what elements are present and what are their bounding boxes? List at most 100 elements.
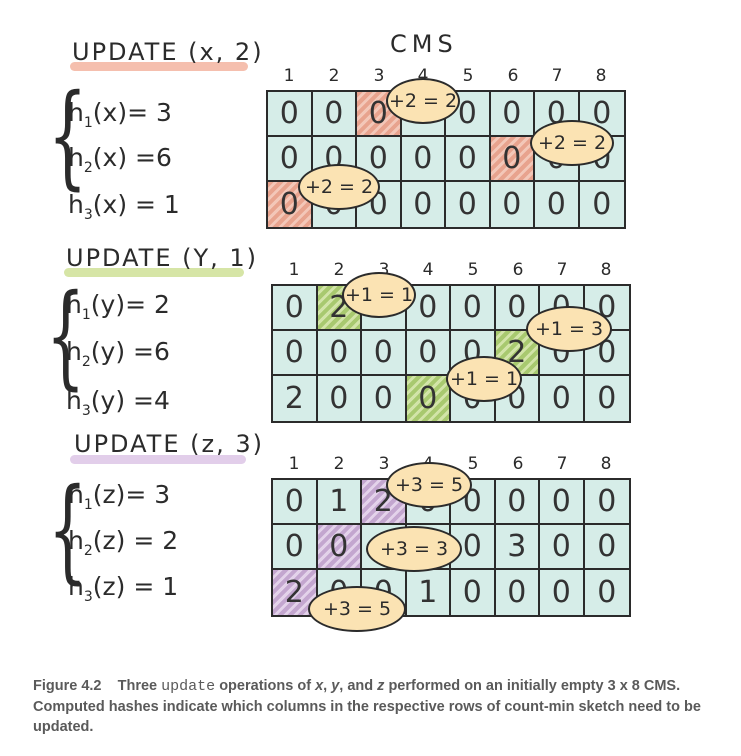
- grid-cell: 0: [597, 575, 617, 610]
- grid-cell: 0: [318, 376, 362, 421]
- grid-cell: 0: [535, 182, 580, 227]
- column-number: 6: [512, 260, 524, 280]
- grid-cell: 0: [584, 480, 629, 525]
- hash-line: h1(z)= 3: [68, 480, 171, 513]
- grid-cell: 0: [451, 525, 496, 570]
- grid-cell: 0: [273, 286, 318, 331]
- update-y-title: UPDATE (Y, 1): [66, 244, 259, 272]
- caption-text: , and: [339, 678, 374, 694]
- grid-cell: 0: [362, 331, 407, 376]
- grid-cell: 0: [312, 92, 357, 137]
- grid-cell: 0: [268, 137, 313, 182]
- caption-variable: x: [315, 678, 324, 694]
- column-number: 3: [378, 260, 390, 280]
- column-number: 2: [333, 454, 345, 474]
- hash-line: h1(x)= 3: [68, 98, 172, 131]
- caption-text: operations of: [219, 678, 312, 694]
- update-x-title: UPDATE (x, 2): [72, 38, 264, 66]
- hash-line: h3(y) =4: [66, 386, 170, 419]
- figure-caption: Figure 4.2 Three update operations of x,…: [33, 676, 713, 737]
- hash-brace: {: [48, 465, 88, 595]
- column-number: 3: [373, 66, 385, 86]
- grid-cell: 0: [401, 137, 446, 182]
- column-number: 1: [288, 260, 300, 280]
- column-number: 7: [551, 66, 563, 86]
- update-x-highlight: [70, 62, 248, 71]
- update-z-title: UPDATE (z, 3): [74, 430, 264, 458]
- column-number: 2: [328, 66, 340, 86]
- increment-bubble: +3 = 3: [366, 526, 462, 572]
- caption-text: ,: [323, 678, 328, 694]
- hash-line: h2(x) =6: [68, 143, 172, 176]
- increment-bubble: +2 = 2: [386, 78, 460, 124]
- grid-cell: 1: [317, 480, 362, 525]
- caption-text: performed on an initially empty 3 x 8 CM…: [33, 678, 701, 735]
- caption-variable: z: [377, 678, 385, 694]
- column-number: 4: [422, 260, 434, 280]
- hash-line: h2(z) = 2: [68, 526, 179, 559]
- grid-cell: 0: [540, 525, 585, 570]
- grid-cell: 0: [540, 570, 585, 615]
- grid-cell: 0: [496, 570, 540, 615]
- grid-cell: 0: [273, 525, 318, 570]
- caption-variable: y: [331, 678, 340, 694]
- column-number: 2: [333, 260, 345, 280]
- hash-line: h3(z) = 1: [68, 572, 179, 605]
- grid-cell: 0: [446, 92, 491, 137]
- grid-cell: 0: [491, 182, 535, 227]
- column-number: 4: [417, 66, 429, 86]
- hash-line: h2(y) =6: [66, 337, 170, 370]
- increment-bubble: +1 = 1: [342, 272, 416, 318]
- column-number: 8: [600, 260, 612, 280]
- hash-line: h3(x) = 1: [68, 190, 180, 223]
- grid-cell: 0: [446, 137, 491, 182]
- column-number: 8: [600, 454, 612, 474]
- grid-cell: 0: [584, 525, 629, 570]
- grid-cell: 0: [406, 286, 451, 331]
- grid-cell: 3: [495, 525, 540, 570]
- grid-cell: 0: [273, 331, 318, 376]
- cms-grid-y: 0 2 0 0 0 0 0 0 0 0 0 0 0 2 0 0 2 0 0 0 …: [271, 284, 631, 423]
- grid-cell: 0: [451, 570, 496, 615]
- grid-cell: 0: [357, 137, 402, 182]
- column-number: 1: [288, 454, 300, 474]
- grid-cell: 0: [592, 187, 612, 222]
- column-number: 6: [512, 454, 524, 474]
- grid-cell: 0: [317, 331, 362, 376]
- column-number: 7: [556, 260, 568, 280]
- hash-brace: {: [48, 71, 88, 201]
- increment-bubble: +1 = 3: [526, 306, 612, 352]
- column-number: 8: [595, 66, 607, 86]
- grid-cell: 0: [495, 480, 540, 525]
- grid-cell-hashed: 0: [406, 376, 451, 421]
- grid-cell: 0: [268, 92, 313, 137]
- grid-cell: 0: [540, 376, 585, 421]
- grid-cell: 2: [273, 376, 318, 421]
- increment-bubble: +3 = 5: [308, 586, 406, 632]
- hash-brace: {: [46, 271, 86, 401]
- grid-cell: 1: [407, 570, 451, 615]
- update-z-highlight: [70, 455, 246, 464]
- column-number: 3: [378, 454, 390, 474]
- grid-cell: 0: [597, 381, 617, 416]
- caption-text: Three: [117, 678, 158, 694]
- grid-cell: 0: [402, 182, 446, 227]
- increment-bubble: +2 = 2: [530, 120, 614, 166]
- grid-cell: 0: [490, 92, 535, 137]
- grid-cell: 0: [273, 480, 318, 525]
- grid-cell: 0: [451, 286, 496, 331]
- grid-cell: 0: [446, 182, 491, 227]
- column-number: 5: [462, 66, 474, 86]
- increment-bubble: +1 = 1: [446, 356, 522, 402]
- update-y-highlight: [64, 268, 244, 277]
- grid-cell: 0: [406, 331, 451, 376]
- caption-code: update: [161, 678, 216, 695]
- column-number: 5: [467, 260, 479, 280]
- grid-cell: 0: [495, 286, 540, 331]
- cms-label: CMS: [390, 30, 458, 58]
- grid-cell-hashed: 2: [273, 570, 318, 615]
- column-number: 7: [556, 454, 568, 474]
- grid-cell: 0: [540, 480, 585, 525]
- column-number: 6: [507, 66, 519, 86]
- grid-cell-hashed: 0: [317, 525, 362, 570]
